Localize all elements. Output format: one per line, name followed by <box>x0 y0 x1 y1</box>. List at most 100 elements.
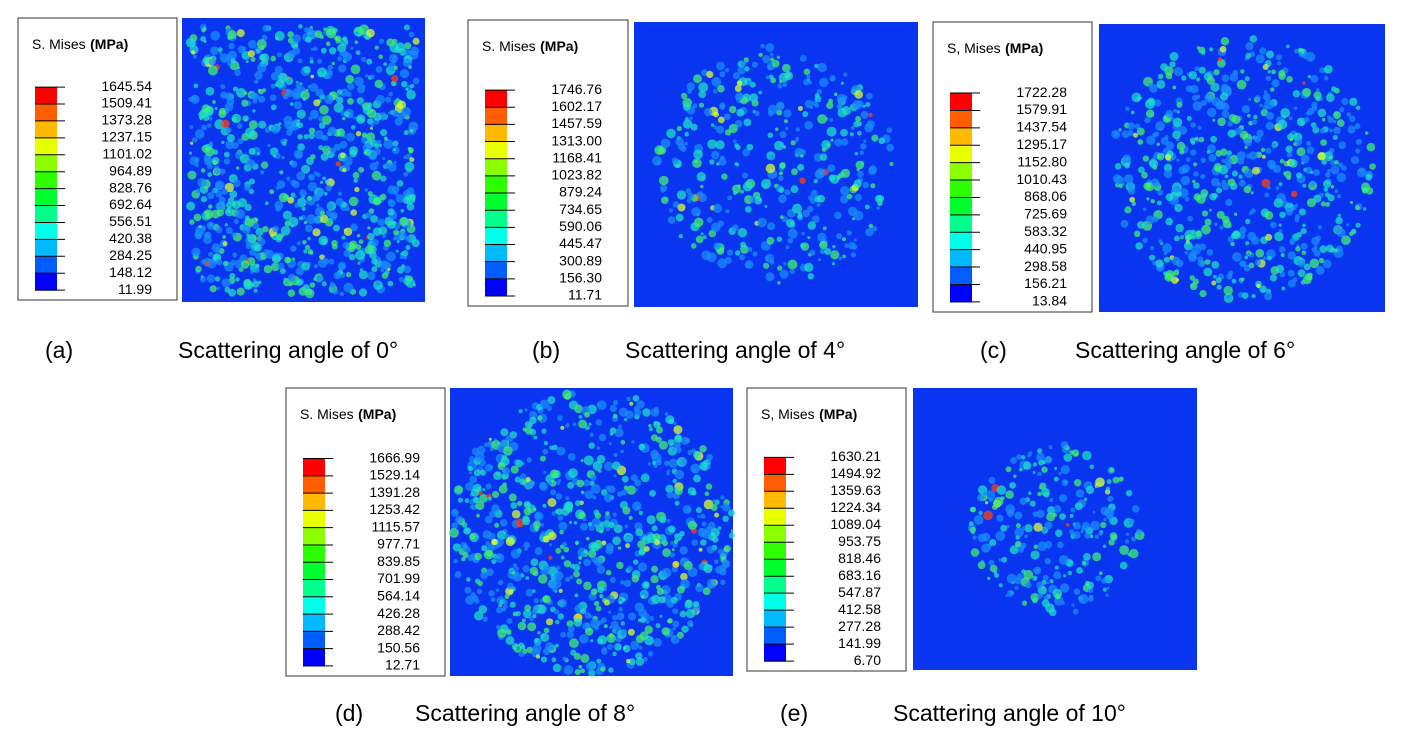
contour-spot <box>451 522 459 529</box>
contour-spot <box>988 559 995 566</box>
contour-spot <box>1119 561 1128 570</box>
contour-spot <box>361 132 368 138</box>
contour-spot <box>295 83 301 89</box>
contour-spot <box>770 57 775 62</box>
contour-spot <box>221 140 225 145</box>
colorbar-band <box>764 525 786 543</box>
contour-spot <box>1264 292 1273 301</box>
contour-spot <box>253 288 258 293</box>
contour-spot <box>636 400 645 409</box>
contour-spot <box>838 256 843 261</box>
contour-spot <box>1321 159 1327 165</box>
legend-value: 445.47 <box>559 235 602 251</box>
contour-spot <box>224 223 228 227</box>
contour-spot <box>277 262 285 270</box>
legend-value: 828.76 <box>109 179 152 195</box>
contour-spot <box>325 145 329 149</box>
contour-spot <box>566 631 574 639</box>
contour-spot <box>249 136 252 139</box>
colorbar-band <box>303 493 325 511</box>
contour-spot <box>1036 581 1044 589</box>
contour-spot <box>1014 585 1019 590</box>
contour-spot <box>1275 54 1283 61</box>
contour-spot <box>522 517 531 526</box>
contour-spot <box>241 99 249 107</box>
contour-spot <box>782 63 791 73</box>
contour-spot <box>1206 149 1211 154</box>
contour-spot <box>385 251 396 262</box>
contour-spot <box>1100 521 1107 529</box>
contour-spot <box>1163 169 1173 179</box>
contour-spot <box>375 66 383 73</box>
contour-spot <box>350 64 361 75</box>
legend-value: 1579.91 <box>1016 101 1067 117</box>
contour-spot <box>522 565 530 573</box>
contour-spot <box>766 236 775 245</box>
contour-spot <box>365 74 369 78</box>
contour-spot <box>589 525 595 531</box>
contour-spot <box>593 600 600 607</box>
contour-spot <box>593 509 600 516</box>
contour-spot <box>298 24 303 29</box>
contour-spot <box>327 64 334 71</box>
contour-spot <box>321 281 327 287</box>
contour-spot <box>1124 539 1130 544</box>
contour-spot <box>484 463 493 472</box>
contour-spot <box>817 232 827 242</box>
contour-spot <box>1044 455 1053 464</box>
contour-spot <box>1302 223 1306 228</box>
contour-spot <box>462 552 469 559</box>
contour-spot <box>711 76 722 87</box>
legend-value: 1313.00 <box>551 132 602 148</box>
contour-spot <box>841 237 847 242</box>
contour-spot <box>667 439 675 446</box>
contour-spot <box>597 635 608 645</box>
contour-spot <box>1267 255 1272 261</box>
contour-spot <box>219 53 230 63</box>
contour-spot <box>215 190 223 198</box>
contour-spot <box>1241 105 1251 114</box>
contour-spot <box>521 644 526 650</box>
contour-spot <box>214 276 221 282</box>
contour-spot <box>233 179 241 188</box>
contour-spot <box>1165 154 1172 161</box>
contour-spot <box>1245 241 1250 246</box>
contour-spot <box>262 226 269 233</box>
contour-spot <box>605 511 610 516</box>
contour-spot <box>1239 280 1243 284</box>
contour-spot <box>359 102 363 106</box>
contour-spot <box>846 193 853 200</box>
contour-spot <box>249 92 258 100</box>
contour-spot <box>1033 544 1039 549</box>
contour-spot <box>676 190 687 200</box>
legend-value: 1089.04 <box>830 516 881 532</box>
contour-spot <box>627 565 633 572</box>
contour-spot <box>859 150 864 155</box>
contour-spot <box>779 80 783 84</box>
contour-spot <box>778 175 784 181</box>
contour-spot <box>783 262 787 266</box>
contour-spot <box>1279 246 1286 253</box>
contour-spot <box>204 146 215 157</box>
contour-spot <box>673 425 683 435</box>
contour-spot <box>469 471 473 475</box>
contour-spot <box>701 69 708 77</box>
contour-spot <box>556 565 561 570</box>
contour-spot <box>1149 84 1158 93</box>
colorbar-band <box>764 457 786 475</box>
contour-spot <box>1155 121 1165 131</box>
contour-spot <box>1146 197 1150 201</box>
contour-spot <box>1032 511 1039 517</box>
contour-spot <box>840 168 851 178</box>
contour-spot <box>1189 149 1197 156</box>
contour-spot <box>1174 235 1180 242</box>
contour-spot <box>330 128 336 133</box>
contour-spot <box>1238 179 1246 187</box>
contour-spot <box>777 265 783 271</box>
contour-spot <box>301 206 306 211</box>
contour-spot <box>1253 135 1259 141</box>
contour-spot <box>194 129 205 139</box>
contour-spot <box>1334 189 1339 194</box>
contour-spot <box>274 65 283 74</box>
contour-spot <box>874 195 883 203</box>
